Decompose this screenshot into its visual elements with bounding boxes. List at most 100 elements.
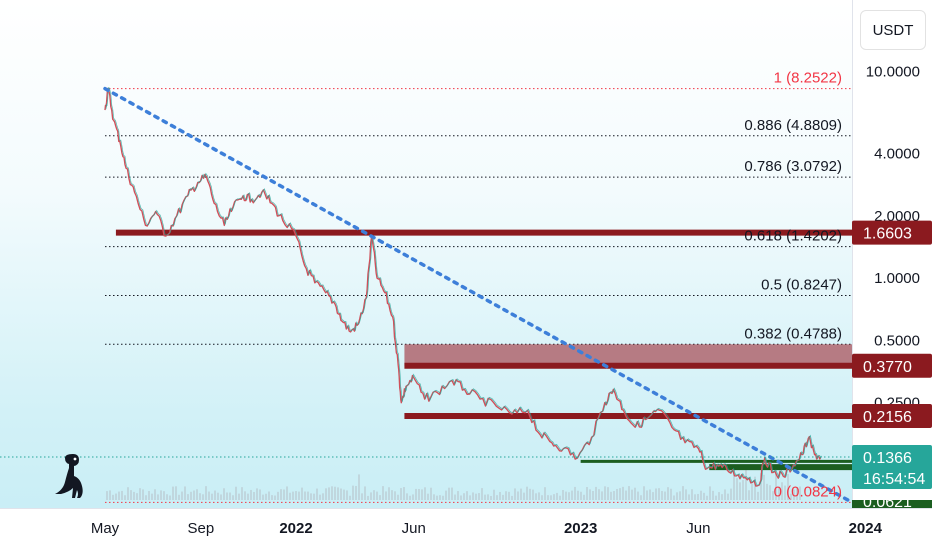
volume-bar <box>697 493 699 500</box>
volume-bar <box>127 487 129 500</box>
volume-bar <box>325 488 327 500</box>
volume-bar <box>646 490 648 500</box>
volume-bar <box>736 478 738 500</box>
volume-bars <box>106 465 801 500</box>
volume-bar <box>760 473 762 500</box>
volume-bar <box>523 492 525 500</box>
volume-bar <box>310 493 312 500</box>
volume-bar <box>505 491 507 500</box>
volume-bar <box>388 487 390 500</box>
volume-bar <box>532 489 534 500</box>
level-label-0-3770-box <box>852 353 932 378</box>
volume-bar <box>166 494 168 500</box>
volume-bar <box>349 495 351 500</box>
volume-bar <box>292 491 294 500</box>
level-label-1-6603-text: 1.6603 <box>863 226 912 243</box>
volume-bar <box>121 490 123 500</box>
volume-bar <box>331 486 333 500</box>
last-price-label-text: 0.1366 <box>863 450 912 467</box>
volume-bar <box>490 495 492 500</box>
volume-bar <box>631 489 633 500</box>
volume-bar <box>712 490 714 500</box>
volume-bar <box>163 491 165 500</box>
volume-bar <box>427 493 429 500</box>
volume-bar <box>706 495 708 500</box>
volume-bar <box>550 495 552 500</box>
volume-bar <box>217 492 219 500</box>
level-label-0-3770-text: 0.3770 <box>863 359 912 376</box>
x-tick-label: 2024 <box>849 520 883 537</box>
volume-bar <box>580 491 582 500</box>
volume-bar <box>520 488 522 500</box>
volume-bar <box>502 494 504 500</box>
volume-bar <box>613 491 615 500</box>
volume-bar <box>340 488 342 500</box>
volume-bar <box>220 494 222 500</box>
time-axis[interactable]: May Sep 2022 Jun 2023 Jun 2024 <box>0 508 932 550</box>
volume-bar <box>733 465 735 500</box>
volume-bar <box>748 490 750 500</box>
volume-bar <box>769 485 771 500</box>
volume-bar <box>394 491 396 500</box>
volume-bar <box>595 486 597 500</box>
volume-bar <box>745 470 747 500</box>
fib-label-0-786: 0.786 (3.0792) <box>744 158 842 175</box>
volume-bar <box>787 473 789 500</box>
volume-bar <box>298 491 300 500</box>
volume-bar <box>139 488 141 500</box>
y-tick-label: 0.5000 <box>874 332 920 349</box>
volume-bar <box>673 495 675 500</box>
volume-bar <box>343 489 345 500</box>
volume-bar <box>484 494 486 500</box>
volume-bar <box>676 492 678 500</box>
volume-bar <box>385 491 387 500</box>
resistance-zones <box>115 229 852 471</box>
volume-bar <box>652 492 654 500</box>
volume-bar <box>124 495 126 500</box>
volume-bar <box>562 489 564 500</box>
volume-bar <box>634 487 636 500</box>
volume-bar <box>190 491 192 500</box>
volume-bar <box>229 492 231 500</box>
volume-bar <box>619 488 621 500</box>
volume-bar <box>478 493 480 500</box>
volume-bar <box>133 491 135 500</box>
volume-bar <box>115 493 117 500</box>
volume-bar <box>649 489 651 500</box>
volume-bar <box>721 494 723 500</box>
volume-bar <box>250 489 252 500</box>
price-series-line <box>104 87 822 487</box>
volume-bar <box>799 486 801 500</box>
volume-bar <box>463 493 465 500</box>
volume-bar <box>109 490 111 500</box>
volume-bar <box>679 491 681 500</box>
volume-bar <box>367 495 369 500</box>
volume-bar <box>574 486 576 500</box>
fib-label-0-382: 0.382 (0.4788) <box>744 325 842 342</box>
volume-bar <box>694 494 696 500</box>
volume-bar <box>424 487 426 500</box>
volume-bar <box>637 491 639 500</box>
volume-bar <box>526 486 528 500</box>
volume-bar <box>187 494 189 500</box>
volume-bar <box>655 488 657 500</box>
volume-bar <box>598 489 600 500</box>
volume-bar <box>466 491 468 500</box>
currency-label: USDT <box>872 21 914 39</box>
volume-bar <box>751 483 753 500</box>
volume-bar <box>319 494 321 500</box>
y-tick-label: 4.0000 <box>874 146 920 163</box>
price-line <box>104 86 823 487</box>
volume-bar <box>268 491 270 500</box>
volume-bar <box>106 491 108 500</box>
volume-bar <box>208 491 210 500</box>
volume-bar <box>625 490 627 500</box>
fib-label-0-618: 0.618 (1.4202) <box>744 228 842 245</box>
volume-bar <box>496 495 498 500</box>
volume-bar <box>262 494 264 500</box>
volume-bar <box>709 486 711 500</box>
currency-selector[interactable]: USDT <box>860 10 926 50</box>
x-tick-label: Jun <box>686 520 710 537</box>
